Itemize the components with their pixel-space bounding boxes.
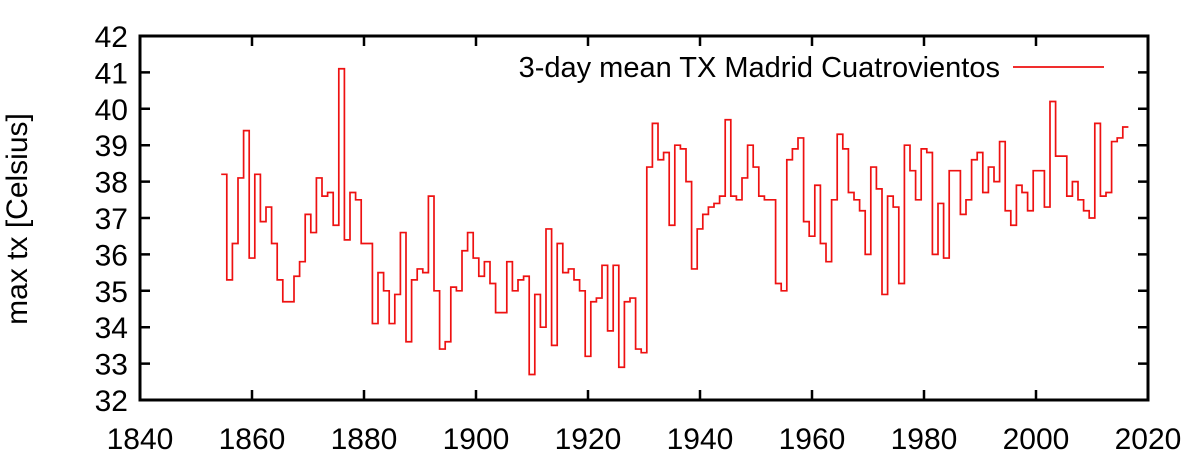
y-tick-label: 36 xyxy=(95,239,128,272)
x-tick-label: 1900 xyxy=(443,423,510,456)
axis-ticks xyxy=(138,34,1150,402)
y-tick-label: 38 xyxy=(95,167,128,200)
y-tick-label: 42 xyxy=(95,21,128,54)
x-axis-tick-labels: 1840 1860 1880 1900 1920 1940 1960 1980 2000 2020 xyxy=(107,423,1182,456)
y-tick-label: 35 xyxy=(95,276,128,309)
y-tick-label: 32 xyxy=(95,385,128,418)
series-line xyxy=(221,67,1129,376)
x-tick-label: 2000 xyxy=(1003,423,1070,456)
x-tick-label: 1840 xyxy=(107,423,174,456)
y-tick-label: 33 xyxy=(95,349,128,382)
y-tick-label: 40 xyxy=(95,94,128,127)
x-tick-label: 1960 xyxy=(779,423,846,456)
x-tick-label: 2020 xyxy=(1115,423,1182,456)
y-tick-label: 37 xyxy=(95,203,128,236)
x-tick-label: 1860 xyxy=(219,423,286,456)
x-tick-label: 1940 xyxy=(667,423,734,456)
legend-label: 3-day mean TX Madrid Cuatrovientos xyxy=(519,52,1000,84)
y-tick-label: 39 xyxy=(95,130,128,163)
x-tick-label: 1880 xyxy=(331,423,398,456)
y-axis-label: max tx [Celsius] xyxy=(1,113,34,325)
x-tick-label: 1980 xyxy=(891,423,958,456)
y-tick-label: 41 xyxy=(95,57,128,90)
x-tick-label: 1920 xyxy=(555,423,622,456)
plot-border xyxy=(138,34,1150,402)
y-tick-label: 34 xyxy=(95,312,128,345)
tick-marks xyxy=(138,34,1150,402)
